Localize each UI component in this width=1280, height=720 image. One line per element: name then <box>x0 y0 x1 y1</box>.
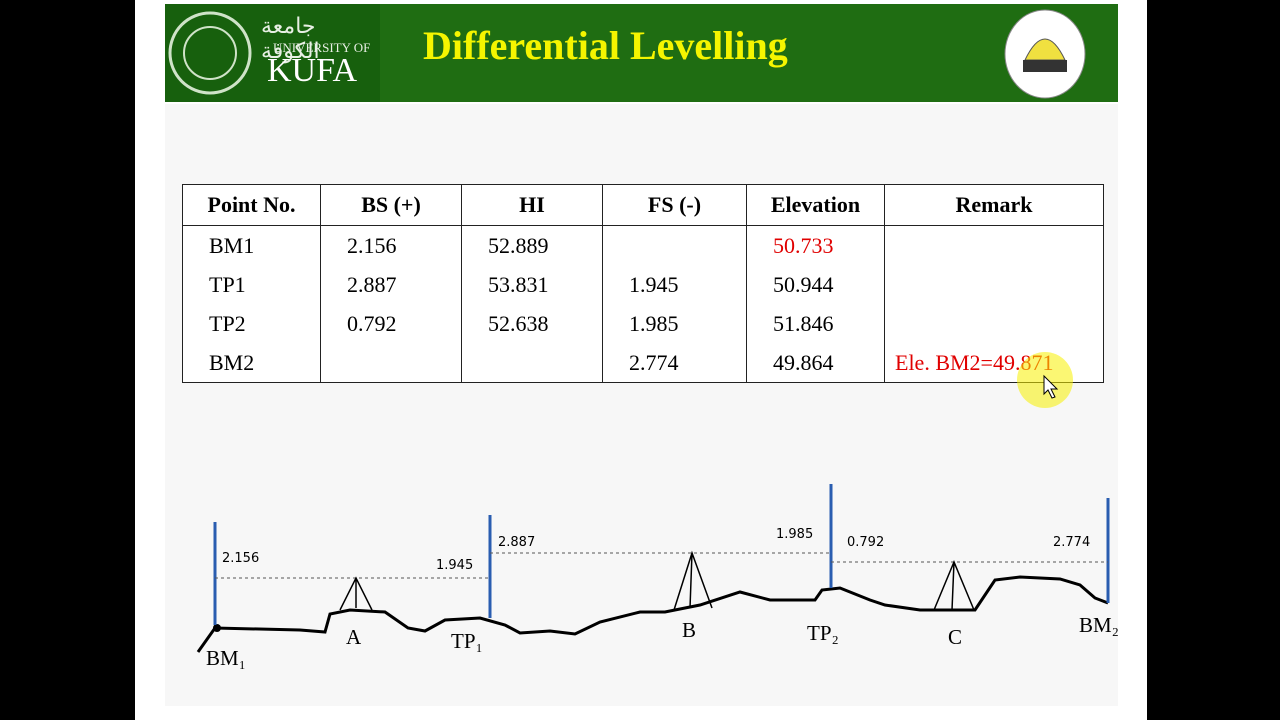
tripod <box>933 560 975 611</box>
staff-reading: 2.887 <box>498 535 535 550</box>
header-row: Point No. BS (+) HI FS (-) Elevation Remark <box>182 184 1104 226</box>
logo-gear <box>1023 60 1067 72</box>
column-header: Elevation <box>746 184 885 226</box>
university-arabic: جامعة الكوفة <box>261 14 320 64</box>
table-cell: 51.846 <box>746 304 885 343</box>
title: Differential Levelling <box>423 23 788 68</box>
tripod <box>339 576 373 611</box>
table-cell: 0.792 <box>320 304 462 343</box>
column-header: Point No. <box>182 184 321 226</box>
staff-reading: 0.792 <box>847 535 884 550</box>
point-label: BM₁ <box>206 646 246 670</box>
table-row: BM2 2.774 49.864 Ele. BM2=49.871 <box>182 343 1104 383</box>
table-cell <box>602 225 747 265</box>
table-cell: TP1 <box>182 265 321 304</box>
table-cell: 1.945 <box>602 265 747 304</box>
levelling-table: Point No. BS (+) HI FS (-) Elevation Remark BM… <box>182 184 1104 383</box>
column-header: FS (-) <box>602 184 747 226</box>
college-logo <box>1004 9 1086 99</box>
table-cell: 52.889 <box>461 225 603 265</box>
table-row: BM1 2.156 52.889 50.733 <box>182 225 1104 265</box>
table-row: TP2 0.792 52.638 1.985 51.846 <box>182 304 1104 343</box>
staff-reading: 1.945 <box>436 558 473 573</box>
bm1-point <box>213 624 221 632</box>
staff-reading: 1.985 <box>776 527 813 542</box>
kufa-logo <box>168 11 252 95</box>
staff-reading: 2.156 <box>222 551 259 566</box>
point-label: TP₂ <box>807 621 839 645</box>
table-cell: 2.156 <box>320 225 462 265</box>
table-cell: TP2 <box>182 304 321 343</box>
seal <box>168 11 252 95</box>
point-label: TP₁ <box>451 629 483 653</box>
university-of: UNIVERSITY OF <box>273 40 371 55</box>
cursor <box>1043 374 1059 399</box>
table-cell: 53.831 <box>461 265 603 304</box>
column-header: BS (+) <box>320 184 462 226</box>
table-cell: 2.887 <box>320 265 462 304</box>
tripod <box>673 550 713 611</box>
point-label: C <box>948 625 962 649</box>
header-logo-area: جامعة الكوفة UNIVERSITY OF KUFA <box>165 4 380 102</box>
seal-inner <box>183 26 237 80</box>
point-label: B <box>682 618 696 642</box>
table-cell <box>320 343 462 383</box>
staff-reading: 2.774 <box>1053 535 1090 550</box>
table-cell: 50.733 <box>746 225 885 265</box>
table-body: BM1 2.156 52.889 50.733 TP1 2.887 53.831 1.945 5… <box>182 225 1104 383</box>
column-header: Remark <box>884 184 1104 226</box>
point-label: A <box>346 625 362 649</box>
table-cell: BM2 <box>182 343 321 383</box>
ground-line <box>196 575 1109 653</box>
point-label: BM₂ <box>1079 613 1119 637</box>
column-header: HI <box>461 184 603 226</box>
table-cell: 50.944 <box>746 265 885 304</box>
table-cell: 2.774 <box>602 343 747 383</box>
table-row: TP1 2.887 53.831 1.945 50.944 <box>182 265 1104 304</box>
table-cell <box>884 304 1104 343</box>
logo-dome <box>1024 38 1066 61</box>
header-band: جامعة الكوفة UNIVERSITY OF KUFA Differen… <box>165 4 1118 102</box>
table-cell: BM1 <box>182 225 321 265</box>
table-cell <box>884 225 1104 265</box>
table-cell <box>461 343 603 383</box>
university-name: KUFA <box>267 52 358 89</box>
table-cell: 1.985 <box>602 304 747 343</box>
table-cell <box>884 265 1104 304</box>
